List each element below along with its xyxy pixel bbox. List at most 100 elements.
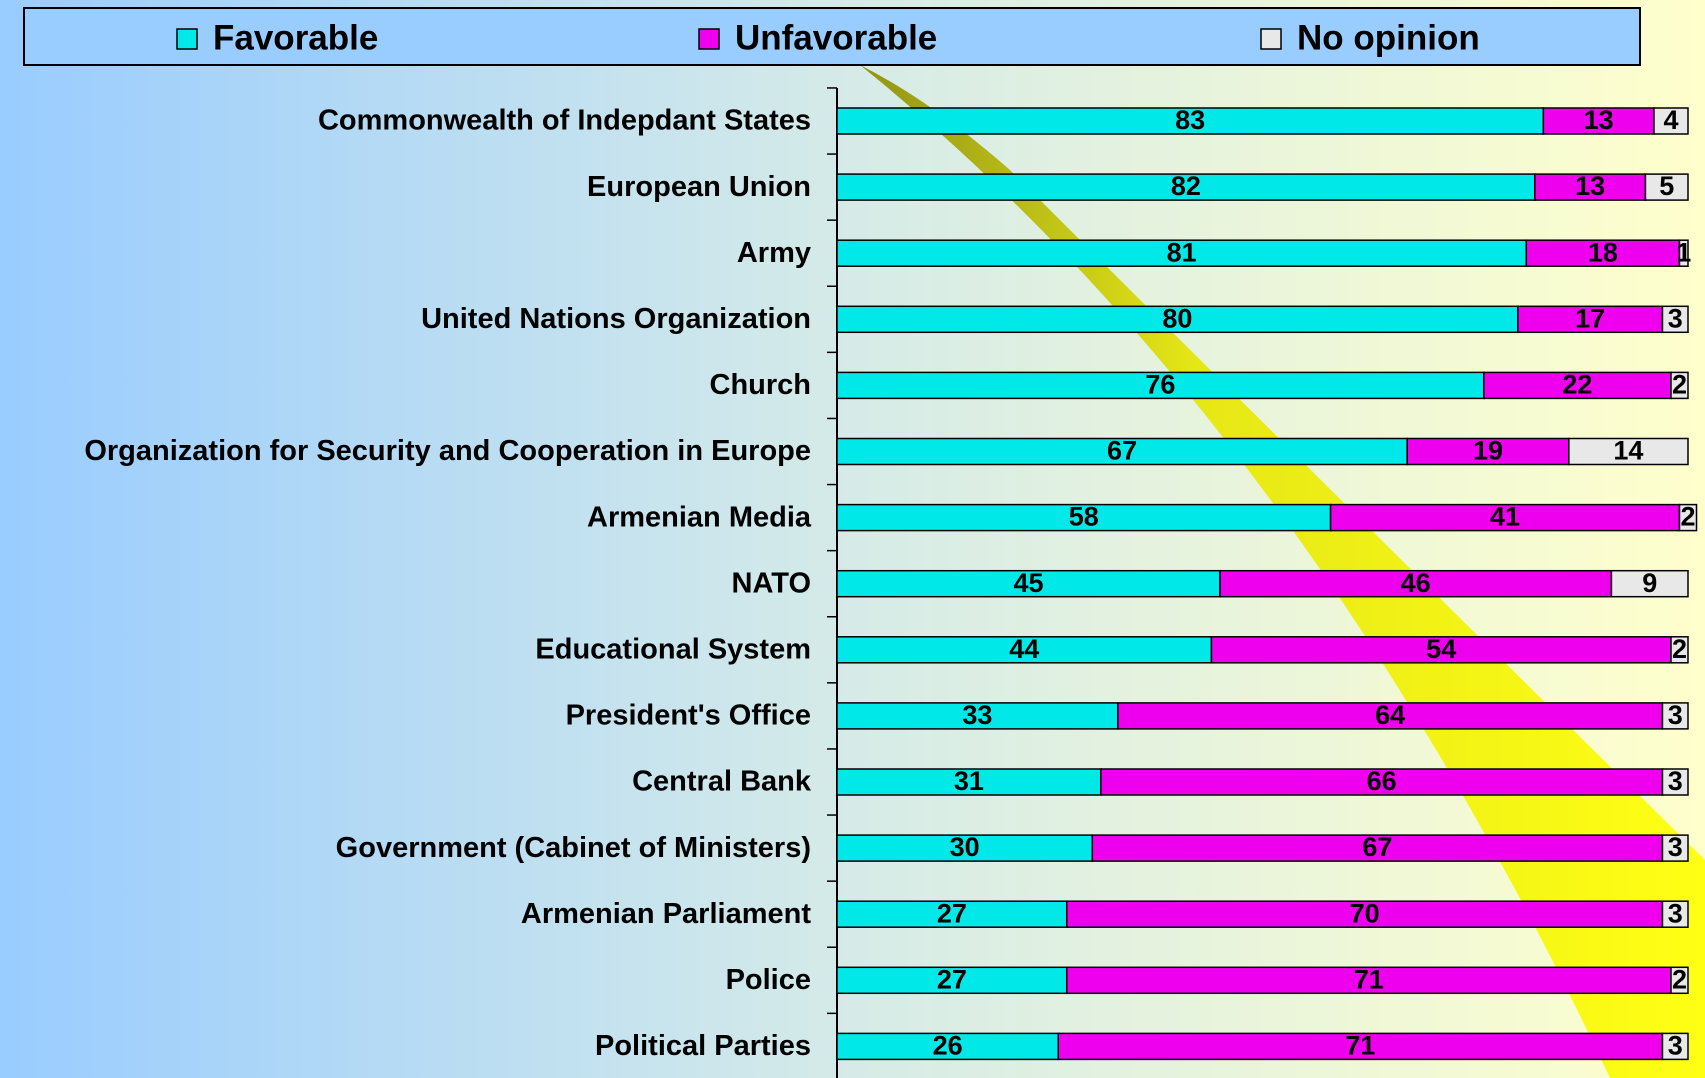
value-label: 3 bbox=[1668, 303, 1683, 333]
value-label: 46 bbox=[1401, 568, 1431, 598]
value-label: 14 bbox=[1613, 436, 1643, 466]
value-label: 45 bbox=[1013, 568, 1043, 598]
value-label: 18 bbox=[1588, 237, 1618, 267]
value-label: 9 bbox=[1642, 568, 1657, 598]
bar-segment bbox=[1483, 371, 1672, 400]
bar-segment bbox=[1610, 569, 1689, 598]
bar-segment bbox=[1661, 1032, 1689, 1061]
bar-segment bbox=[1661, 305, 1689, 334]
category-label: Political Parties bbox=[595, 1030, 811, 1062]
value-label: 13 bbox=[1584, 105, 1614, 135]
bar-segment bbox=[1066, 966, 1672, 995]
bar-segment bbox=[1661, 900, 1689, 928]
category-label: President's Office bbox=[566, 700, 811, 732]
value-label: 27 bbox=[937, 898, 967, 928]
value-label: 27 bbox=[937, 964, 967, 994]
legend-box bbox=[23, 7, 1641, 66]
value-label: 30 bbox=[950, 832, 980, 862]
bar-segment bbox=[1678, 239, 1689, 267]
bar-segment bbox=[1670, 966, 1689, 995]
category-label: Central Bank bbox=[632, 766, 812, 798]
bar-segment bbox=[836, 834, 1094, 862]
category-label: United Nations Organization bbox=[421, 303, 811, 335]
value-label: 70 bbox=[1350, 898, 1380, 928]
bar-segment bbox=[1329, 503, 1681, 532]
legend-swatch bbox=[176, 28, 198, 50]
value-label: 19 bbox=[1473, 436, 1503, 466]
bar-segment bbox=[1653, 107, 1689, 135]
bar-segment bbox=[836, 239, 1528, 267]
bar-segment bbox=[1644, 173, 1689, 201]
value-label: 13 bbox=[1575, 171, 1605, 201]
value-label: 3 bbox=[1668, 832, 1683, 862]
category-label: Armenian Media bbox=[587, 501, 812, 533]
bar-segment bbox=[1100, 768, 1664, 796]
category-label: Church bbox=[710, 369, 812, 401]
bar-segment bbox=[836, 437, 1408, 466]
bar-segment bbox=[836, 371, 1485, 400]
bar-segment bbox=[1661, 768, 1689, 796]
category-label: Armenian Parliament bbox=[521, 898, 811, 930]
category-label: Police bbox=[726, 964, 811, 996]
value-label: 22 bbox=[1562, 370, 1592, 400]
bar-segment bbox=[1568, 437, 1689, 466]
bar-segment bbox=[1678, 503, 1698, 532]
bar-segment bbox=[836, 503, 1332, 532]
decorative-swoosh bbox=[860, 65, 1705, 1078]
bar-segment bbox=[836, 173, 1536, 201]
bar-segment bbox=[1670, 371, 1689, 400]
bar-segment bbox=[1517, 305, 1664, 334]
value-label: 67 bbox=[1362, 832, 1392, 862]
value-label: 2 bbox=[1672, 964, 1687, 994]
bar-segment bbox=[836, 636, 1213, 664]
value-label: 3 bbox=[1668, 700, 1683, 730]
legend-label: Favorable bbox=[213, 18, 378, 57]
bar-segment bbox=[1542, 107, 1655, 135]
category-label: European Union bbox=[587, 171, 811, 203]
value-label: 41 bbox=[1490, 502, 1520, 532]
bar-segment bbox=[836, 305, 1519, 334]
value-label: 31 bbox=[954, 766, 984, 796]
bar-segment bbox=[1066, 900, 1664, 928]
value-label: 66 bbox=[1367, 766, 1397, 796]
category-label: Educational System bbox=[535, 633, 811, 665]
legend-label: Unfavorable bbox=[735, 18, 937, 57]
value-label: 1 bbox=[1676, 237, 1691, 267]
value-label: 83 bbox=[1175, 105, 1205, 135]
value-label: 44 bbox=[1009, 634, 1039, 664]
category-label: NATO bbox=[732, 567, 811, 599]
value-label: 82 bbox=[1171, 171, 1201, 201]
bar-segment bbox=[836, 569, 1221, 598]
value-label: 3 bbox=[1668, 766, 1683, 796]
category-label: Commonwealth of Indepdant States bbox=[318, 105, 811, 137]
value-label: 80 bbox=[1162, 303, 1192, 333]
value-label: 26 bbox=[933, 1031, 963, 1061]
value-label: 71 bbox=[1354, 964, 1384, 994]
value-label: 64 bbox=[1375, 700, 1405, 730]
value-label: 76 bbox=[1145, 370, 1175, 400]
value-label: 71 bbox=[1345, 1031, 1375, 1061]
value-label: 2 bbox=[1672, 634, 1687, 664]
bar-segment bbox=[1406, 437, 1570, 466]
value-label: 17 bbox=[1575, 303, 1605, 333]
category-label: Government (Cabinet of Ministers) bbox=[336, 832, 811, 864]
value-label: 4 bbox=[1663, 105, 1678, 135]
legend-swatch bbox=[1260, 28, 1282, 50]
legend-swatch bbox=[698, 28, 720, 50]
category-label: Organization for Security and Cooperatio… bbox=[84, 435, 811, 467]
bar-segment bbox=[1210, 636, 1672, 664]
value-label: 5 bbox=[1659, 171, 1674, 201]
bar-segment bbox=[1661, 702, 1689, 730]
value-label: 67 bbox=[1107, 436, 1137, 466]
value-label: 33 bbox=[962, 700, 992, 730]
bar-segment bbox=[836, 1032, 1060, 1061]
value-label: 2 bbox=[1672, 370, 1687, 400]
bar-segment bbox=[1534, 173, 1647, 201]
bar-segment bbox=[836, 966, 1068, 995]
legend-label: No opinion bbox=[1297, 18, 1480, 57]
category-label: Army bbox=[737, 237, 811, 269]
value-label: 54 bbox=[1426, 634, 1456, 664]
value-label: 3 bbox=[1668, 898, 1683, 928]
value-label: 81 bbox=[1167, 237, 1197, 267]
